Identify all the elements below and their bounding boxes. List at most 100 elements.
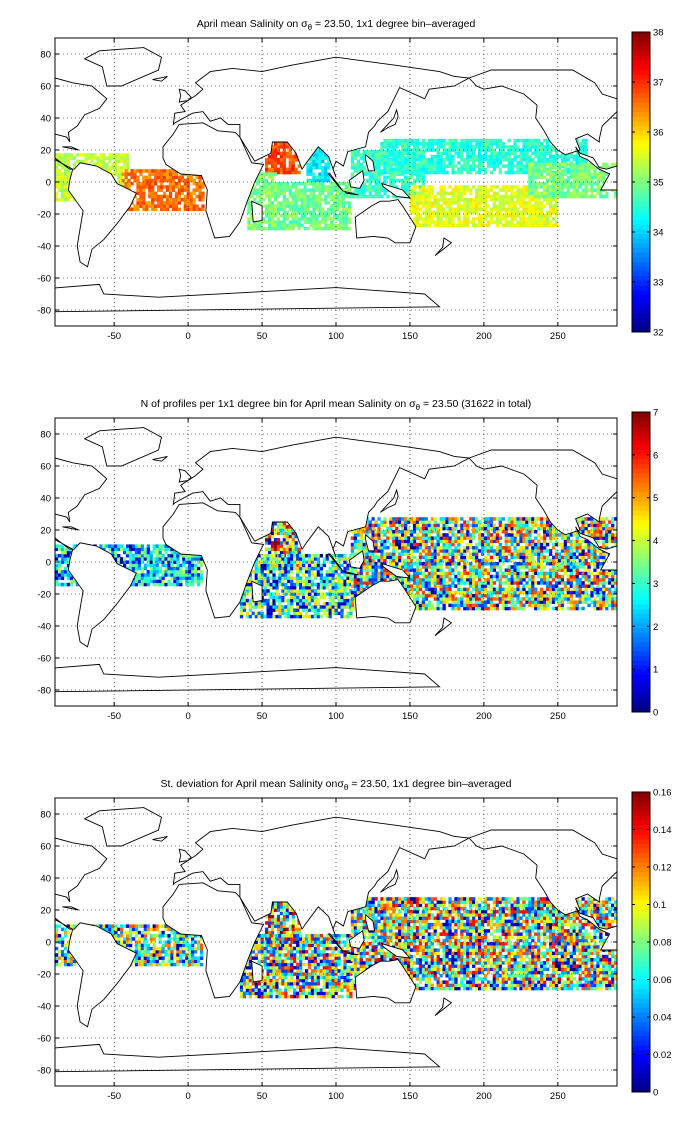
data-cell [169,195,172,199]
data-cell [576,179,579,183]
data-cell [144,583,147,587]
data-cell [306,163,309,167]
data-cell [290,580,293,584]
data-cell [351,160,354,164]
data-cell [326,576,329,580]
data-cell [324,224,327,228]
data-cell [303,188,306,192]
data-cell [129,544,132,548]
data-cell [156,573,159,577]
data-cell [340,583,343,587]
data-cell [380,524,383,528]
data-cell [332,589,335,593]
data-cell [540,217,543,221]
data-cell [170,554,173,558]
data-cell [308,602,311,606]
data-cell [123,166,126,170]
data-cell [490,155,493,159]
data-cell [136,188,139,192]
data-cell [317,554,320,558]
data-cell [317,586,320,590]
data-cell [519,224,522,228]
data-cell [534,214,537,218]
data-cell [343,596,346,600]
data-cell [175,201,178,205]
data-cell [410,168,413,172]
data-cell [156,567,159,571]
data-cell [156,544,159,548]
data-cell [440,224,443,228]
data-cell [287,615,290,619]
data-cell [472,148,475,152]
data-cell [265,164,268,168]
data-cell [466,139,469,143]
data-cell [61,172,64,176]
data-cell [308,557,311,561]
data-cell [508,158,511,162]
data-cell [428,220,431,224]
data-cell [305,602,308,606]
data-cell [295,544,298,548]
data-cell [484,217,487,221]
data-cell [293,567,296,571]
data-cell [173,560,176,564]
data-cell [357,584,360,588]
data-cell [147,583,150,587]
data-cell [493,208,496,212]
data-cell [139,192,142,196]
colorbar-band [632,60,650,65]
data-cell [392,145,395,149]
data-cell [67,160,70,164]
data-cell [312,201,315,205]
data-cell [269,576,272,580]
data-cell [416,211,419,215]
data-cell [478,192,481,196]
data-cell [404,568,407,572]
data-cell [343,580,346,584]
data-cell [150,554,153,558]
data-cell [564,192,567,196]
colorbar-band [632,196,650,201]
data-cell [543,155,546,159]
data-cell [374,556,377,560]
colorbar-band [632,295,650,300]
data-cell [593,172,596,176]
data-cell [290,615,293,619]
data-cell [354,578,357,582]
data-cell [120,153,123,157]
data-cell [596,188,599,192]
data-cell [178,195,181,199]
data-cell [167,557,170,561]
data-cell [153,567,156,571]
data-cell [159,570,162,574]
data-cell [293,589,296,593]
data-cell [442,224,445,228]
data-cell [540,142,543,146]
data-cell [271,164,274,168]
data-cell [275,608,278,612]
data-cell [139,204,142,208]
colorbar-tick-label: 35 [653,178,664,189]
data-cell [351,153,354,157]
data-cell [422,139,425,143]
data-cell [377,163,380,167]
data-cell [141,580,144,584]
data-cell [525,152,528,156]
data-cell [345,182,348,186]
data-cell [139,185,142,189]
data-cell [287,586,290,590]
data-cell [290,608,293,612]
data-cell [531,188,534,192]
data-cell [360,575,363,579]
data-cell [478,168,481,172]
data-cell [324,217,327,221]
data-cell [283,214,286,218]
data-cell [537,169,540,173]
data-cell [398,556,401,560]
data-cell [357,540,360,544]
data-cell [357,169,360,173]
data-cell [157,201,160,205]
data-cell [317,615,320,619]
data-cell [299,564,302,568]
data-cell [295,192,298,196]
